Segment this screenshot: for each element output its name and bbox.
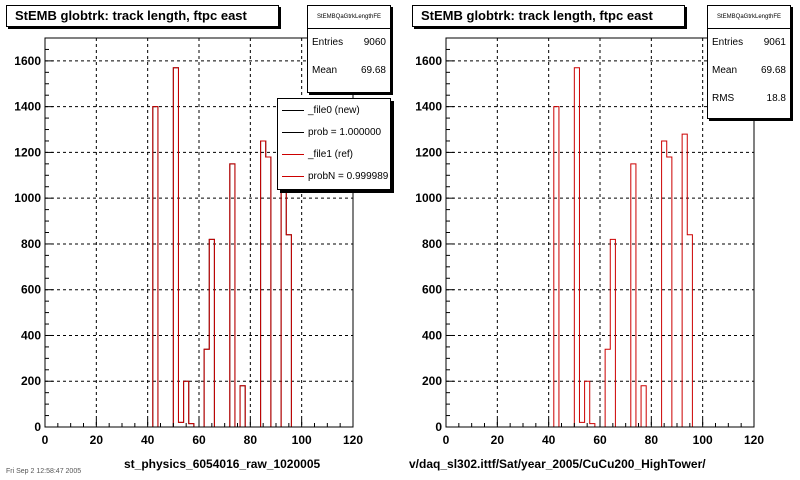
legend-label: _file1 (ref) (308, 148, 354, 160)
histogram-series-line (451, 67, 749, 428)
x-tick-label: 0 (443, 433, 450, 447)
x-tick-label: 20 (491, 433, 505, 447)
histogram-left: 0 20 40 60 80 100 1200200400600800100012001400… (14, 37, 363, 447)
y-tick-label: 1000 (14, 191, 41, 205)
x-tick-label: 120 (343, 433, 363, 447)
panel-title: StEMB globtrk: track length, ftpc east (412, 5, 685, 27)
legend-line-marker (282, 131, 304, 133)
x-tick-label: 120 (744, 433, 764, 447)
stats-value: 9061 (763, 37, 786, 48)
x-tick-label: 100 (292, 433, 312, 447)
x-axis-title: v/daq_sl302.ittf/Sat/year_2005/CuCu200_H… (409, 457, 706, 471)
left-panel: 0 20 40 60 80 100 120 0 200 400 600 800 1000 1200 1400… (6, 5, 391, 471)
y-tick-label: 1200 (14, 145, 41, 159)
stats-value: 9060 (363, 37, 386, 48)
y-tick-label: 1600 (415, 54, 442, 68)
x-tick-label: 100 (693, 433, 713, 447)
x-axis-title: st_physics_6054016_raw_1020005 (124, 457, 321, 471)
panel-title: StEMB globtrk: track length, ftpc east (6, 5, 279, 27)
legend-line-marker (282, 109, 304, 111)
stats-box: StEMBQaGtrkLengthFE Entries 9060 Mean 69… (307, 5, 391, 93)
x-tick-label: 80 (244, 433, 258, 447)
stats-value: 69.68 (360, 65, 386, 76)
y-tick-label: 200 (21, 374, 41, 388)
x-tick-label: 60 (192, 433, 206, 447)
stats-histogram-name: StEMBQaGtrkLengthFE (308, 6, 390, 29)
stats-row-rms: RMS 18.8 (708, 85, 790, 113)
x-tick-label: 20 (90, 433, 104, 447)
legend-box: _file0 (new) prob = 1.000000 _file1 (ref… (277, 98, 391, 190)
y-tick-label: 400 (422, 328, 442, 342)
stats-row-entries: Entries 9061 (708, 29, 790, 57)
y-tick-label: 800 (422, 237, 442, 251)
y-tick-label: 1400 (14, 100, 41, 114)
x-tick-label: 0 (42, 433, 49, 447)
y-tick-label: 200 (422, 374, 442, 388)
x-tick-label: 40 (542, 433, 556, 447)
y-tick-label: 1000 (415, 191, 442, 205)
legend-label: probN = 0.999989 (308, 170, 389, 182)
stats-label: Entries (712, 37, 744, 48)
legend-label: _file0 (new) (308, 104, 360, 116)
stats-row-entries: Entries 9060 (308, 29, 390, 57)
y-tick-label: 1400 (415, 100, 442, 114)
x-tick-label: 80 (645, 433, 659, 447)
stats-histogram-name: StEMBQaGtrkLengthFE (708, 6, 790, 29)
footer-timestamp: Fri Sep 2 12:58:47 2005 (6, 468, 82, 475)
legend-entry-probN: probN = 0.999989 (278, 165, 390, 187)
histogram-right: 0 20 40 60 80 100 1200200400600800100012001400… (415, 37, 764, 447)
y-tick-label: 600 (21, 283, 41, 297)
y-tick-label: 1200 (415, 145, 442, 159)
legend-label: prob = 1.000000 (308, 126, 382, 138)
y-tick-label: 1600 (14, 54, 41, 68)
stats-label: Mean (312, 65, 338, 76)
legend-line-marker (282, 153, 304, 155)
y-tick-label: 600 (422, 283, 442, 297)
y-tick-label: 0 (34, 420, 41, 434)
stats-label: Mean (712, 65, 738, 76)
stats-row-mean: Mean 69.68 (708, 57, 790, 85)
y-tick-label: 0 (435, 420, 442, 434)
stats-box: StEMBQaGtrkLengthFE Entries 9061 Mean 69… (707, 5, 791, 119)
stats-value: 18.8 (766, 93, 786, 104)
stats-row-mean: Mean 69.68 (308, 57, 390, 85)
y-tick-label: 800 (21, 237, 41, 251)
x-tick-label: 60 (593, 433, 607, 447)
legend-entry-file0: _file0 (new) (278, 99, 390, 121)
right-panel: 0 20 40 60 80 100 120 0 200 400 600 800 1000 1200 1400… (400, 0, 800, 480)
legend-entry-file1: _file1 (ref) (278, 143, 390, 165)
stats-label: RMS (712, 93, 735, 104)
stats-value: 69.68 (760, 65, 786, 76)
x-tick-label: 40 (141, 433, 155, 447)
stats-label: Entries (312, 37, 344, 48)
y-tick-label: 400 (21, 328, 41, 342)
legend-line-marker (282, 175, 304, 177)
legend-entry-prob: prob = 1.000000 (278, 121, 390, 143)
